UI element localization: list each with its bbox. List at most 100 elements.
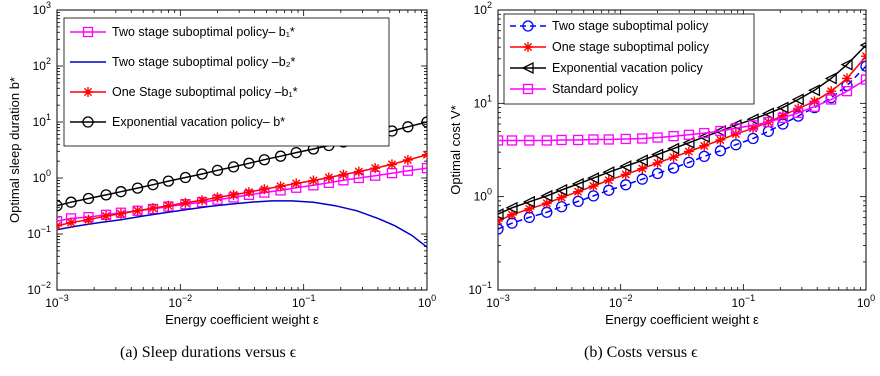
series-3-point: [402, 121, 414, 133]
legend-label-2: One Stage suboptimal policy –b₁*: [112, 85, 298, 99]
series-1-point: [498, 215, 503, 226]
series-2-point: [402, 154, 413, 165]
chart-sleep-durations: 10−3 10−2 10−1 10010−210−1100101102103Energ…: [7, 0, 436, 327]
series-line-0: [498, 65, 866, 230]
series-2-point: [259, 184, 270, 195]
series-1-point: [809, 96, 820, 107]
series-group: [498, 41, 866, 235]
series-0-point: [667, 162, 680, 174]
series-1-point: [573, 186, 584, 197]
series-3-point: [506, 135, 518, 146]
y-tick-label: 10−1: [27, 224, 51, 241]
series-3-point: [860, 74, 866, 85]
series-2-point: [571, 177, 584, 190]
legend-label-2: Exponential vacation policy: [552, 61, 704, 75]
series-1-point: [541, 198, 552, 209]
series-2-point: [776, 101, 789, 114]
series-1-point: [556, 192, 567, 203]
series-0-point: [421, 162, 427, 174]
x-tick-label: 10−3: [486, 293, 510, 310]
series-2-point: [243, 187, 254, 198]
series-0-point: [57, 215, 63, 227]
series-3-point: [541, 135, 552, 146]
series-2-point: [180, 197, 191, 208]
series-0-point: [498, 223, 504, 235]
series-2-point: [667, 142, 680, 155]
series-0-point: [636, 173, 648, 185]
series-1-point: [841, 73, 852, 84]
series-1-point: [506, 209, 517, 220]
series-2-point: [212, 192, 223, 203]
series-0-point: [860, 60, 866, 72]
series-1-point: [748, 123, 759, 134]
series-2-point: [522, 195, 535, 208]
y-tick-label: 100: [33, 168, 51, 185]
x-tick-label: 10−2: [169, 293, 193, 310]
series-2-point: [57, 220, 62, 231]
series-1-point: [603, 175, 614, 186]
series-0-point: [620, 179, 632, 191]
series-2-point: [147, 203, 158, 214]
legend-label-1: One stage suboptimal policy: [552, 40, 710, 54]
series-3-point: [637, 133, 648, 144]
legend-box: [63, 17, 390, 147]
series-3-point: [290, 146, 302, 159]
series-2-point: [197, 195, 208, 206]
series-0-point: [603, 184, 615, 196]
series-2-point: [422, 149, 427, 160]
series-line-1: [57, 200, 427, 248]
series-line-3: [498, 78, 866, 142]
x-axis-label: Energy coefficient weight ε: [165, 312, 319, 327]
series-0-point: [651, 167, 664, 180]
series-2-point: [386, 159, 397, 170]
y-tick-label: 10−1: [468, 280, 492, 297]
series-1-point: [620, 169, 631, 180]
series-3-point: [747, 120, 759, 131]
series-1-point: [524, 203, 535, 214]
legend-marker-0: [82, 26, 94, 38]
series-3-point: [243, 157, 255, 169]
series-2-point: [791, 93, 804, 106]
series-0-point: [402, 165, 414, 176]
series-3-point: [258, 154, 271, 166]
series-3-point: [699, 127, 710, 139]
series-3-point: [777, 112, 789, 123]
series-2-point: [746, 113, 759, 126]
series-0-point: [698, 150, 710, 163]
series-0-point: [714, 145, 727, 157]
legend: Two stage suboptimal policy One stage sub…: [503, 13, 755, 105]
series-2-point: [651, 148, 664, 161]
series-3-point: [683, 129, 695, 140]
series-2-point: [370, 163, 381, 174]
legend-marker-1: [523, 42, 533, 52]
legend-marker-2: [83, 87, 93, 97]
series-2-point: [540, 189, 553, 202]
series-2-point: [291, 178, 302, 189]
series-2-point: [761, 107, 775, 120]
x-tick-label: 10−1: [732, 293, 756, 310]
y-tick-label: 100: [474, 187, 492, 204]
series-1-point: [861, 51, 866, 62]
legend-label-3: Standard policy: [552, 82, 639, 96]
series-3-point: [793, 107, 804, 119]
series-3-point: [715, 125, 726, 137]
series-2-point: [840, 58, 853, 71]
series-3-point: [652, 132, 663, 143]
series-line-1: [498, 55, 866, 222]
series-3-point: [82, 192, 95, 205]
x-axis-label: Energy coefficient weight ε: [605, 312, 759, 327]
series-2-point: [323, 172, 334, 183]
series-1-point: [715, 134, 726, 145]
series-3-point: [588, 134, 599, 145]
series-2-point: [619, 160, 632, 173]
series-3-point: [730, 123, 742, 134]
x-tick-label: 100: [857, 293, 875, 310]
series-2-point: [807, 84, 821, 97]
series-2-point: [353, 166, 364, 177]
legend-label-0: Two stage suboptimal policy: [552, 19, 709, 33]
series-2-point: [275, 181, 286, 192]
y-axis-label: Optimal cost V*: [448, 105, 463, 195]
x-tick-label: 100: [418, 293, 436, 310]
legend-marker-2: [521, 61, 534, 75]
series-3-point: [179, 171, 192, 184]
